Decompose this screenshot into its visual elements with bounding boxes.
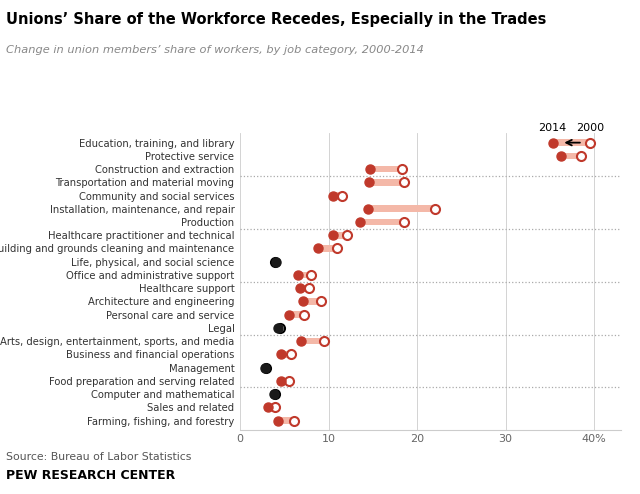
- Bar: [333, 232, 347, 239]
- Bar: [265, 364, 266, 371]
- Bar: [281, 351, 291, 358]
- Bar: [278, 417, 294, 424]
- Bar: [333, 192, 342, 199]
- Text: PEW RESEARCH CENTER: PEW RESEARCH CENTER: [6, 469, 175, 482]
- Bar: [278, 325, 280, 331]
- Bar: [301, 338, 324, 344]
- Text: 2014: 2014: [538, 123, 567, 133]
- Bar: [369, 179, 404, 186]
- Text: Change in union members’ share of workers, by job category, 2000-2014: Change in union members’ share of worker…: [6, 45, 424, 55]
- Bar: [289, 311, 304, 318]
- Bar: [318, 245, 337, 252]
- Bar: [268, 404, 275, 411]
- Bar: [360, 219, 404, 225]
- Bar: [303, 298, 321, 305]
- Text: 2000: 2000: [576, 123, 604, 133]
- Bar: [298, 272, 311, 278]
- Bar: [300, 285, 309, 291]
- Bar: [369, 206, 435, 212]
- Bar: [274, 391, 275, 397]
- Bar: [281, 377, 289, 384]
- Text: Unions’ Share of the Workforce Recedes, Especially in the Trades: Unions’ Share of the Workforce Recedes, …: [6, 12, 547, 27]
- Bar: [370, 166, 402, 172]
- Bar: [552, 139, 590, 146]
- Bar: [275, 258, 276, 265]
- Bar: [561, 153, 581, 159]
- Text: Source: Bureau of Labor Statistics: Source: Bureau of Labor Statistics: [6, 452, 192, 462]
